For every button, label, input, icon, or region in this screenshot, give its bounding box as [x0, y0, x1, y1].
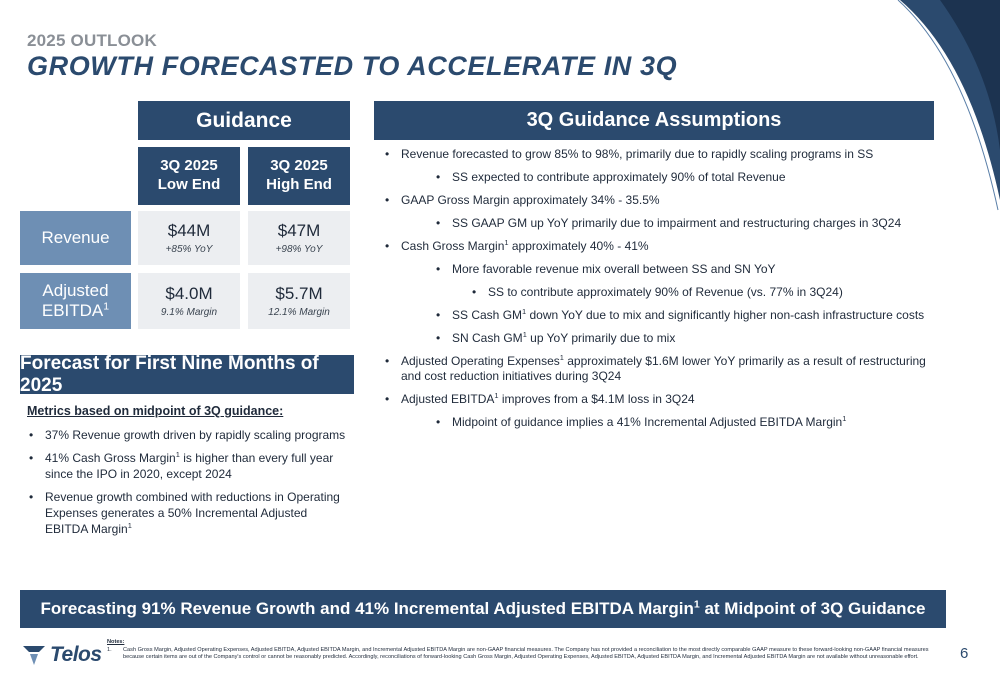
- revenue-low-value: $44M: [167, 220, 211, 240]
- ebitda-high-subtext: 12.1% Margin: [268, 307, 330, 319]
- revenue-low-end-cell: $44M +85% YoY: [138, 211, 240, 265]
- footnote-item: 1. Cash Gross Margin, Adjusted Operating…: [107, 647, 943, 662]
- ebitda-low-subtext: 9.1% Margin: [160, 307, 218, 319]
- column-header-low-line1: 3Q 2025: [160, 157, 218, 175]
- assumption-item: SS GAAP GM up YoY primarily due to impai…: [384, 216, 940, 231]
- assumption-item: Revenue forecasted to grow 85% to 98%, p…: [384, 147, 940, 162]
- row-label-revenue: Revenue: [20, 211, 131, 265]
- guidance-header: Guidance: [138, 101, 350, 140]
- forecast-metrics-list: 37% Revenue growth driven by rapidly sca…: [27, 427, 347, 544]
- ebitda-high-value: $5.7M: [275, 283, 323, 303]
- assumptions-list: Revenue forecasted to grow 85% to 98%, p…: [384, 147, 940, 438]
- assumption-item: SS expected to contribute approximately …: [384, 170, 940, 185]
- assumption-item: Midpoint of guidance implies a 41% Incre…: [384, 415, 940, 430]
- assumption-item: SS Cash GM1 down YoY due to mix and sign…: [384, 308, 940, 323]
- column-header-high-line1: 3Q 2025: [270, 157, 328, 175]
- revenue-high-end-cell: $47M +98% YoY: [248, 211, 350, 265]
- assumption-item: SS to contribute approximately 90% of Re…: [384, 285, 940, 300]
- row-label-ebitda-line2: EBITDA1: [41, 300, 110, 320]
- page-number: 6: [960, 645, 969, 662]
- revenue-high-value: $47M: [277, 220, 321, 240]
- assumptions-header: 3Q Guidance Assumptions: [374, 101, 934, 140]
- telos-logo: Telos: [22, 643, 102, 667]
- forecast-header: Forecast for First Nine Months of 2025: [20, 353, 354, 396]
- assumption-item: Adjusted EBITDA1 improves from a $4.1M l…: [384, 392, 940, 407]
- forecast-item: Revenue growth combined with reductions …: [27, 489, 347, 537]
- row-label-revenue-text: Revenue: [41, 227, 110, 247]
- page-title: GROWTH FORECASTED TO ACCELERATE IN 3Q: [27, 51, 678, 81]
- assumption-item: Adjusted Operating Expenses1 approximate…: [384, 354, 940, 384]
- ebitda-low-end-cell: $4.0M 9.1% Margin: [138, 273, 240, 329]
- ebitda-low-value: $4.0M: [165, 283, 213, 303]
- forecast-item: 37% Revenue growth driven by rapidly sca…: [27, 427, 347, 443]
- row-label-ebitda-line1: Adjusted: [42, 280, 109, 300]
- page-overline: 2025 OUTLOOK: [27, 31, 157, 50]
- telos-logo-wordmark: Telos: [50, 643, 102, 666]
- notes-title: Notes:: [107, 639, 125, 645]
- assumption-item: GAAP Gross Margin approximately 34% - 35…: [384, 193, 940, 208]
- corner-swoosh-decoration: [897, 0, 1000, 211]
- column-header-low-end: 3Q 2025 Low End: [138, 147, 240, 205]
- footnotes: Notes: 1. Cash Gross Margin, Adjusted Op…: [107, 639, 943, 662]
- row-label-adjusted-ebitda: Adjusted EBITDA1: [20, 273, 131, 329]
- assumption-item: Cash Gross Margin1 approximately 40% - 4…: [384, 239, 940, 254]
- column-header-high-line2: High End: [266, 176, 332, 193]
- telos-logo-icon: [23, 646, 45, 665]
- footnote-text: Cash Gross Margin, Adjusted Operating Ex…: [123, 646, 929, 661]
- summary-banner: Forecasting 91% Revenue Growth and 41% I…: [20, 590, 946, 628]
- summary-banner-text: Forecasting 91% Revenue Growth and 41% I…: [40, 598, 926, 618]
- ebitda-high-end-cell: $5.7M 12.1% Margin: [248, 273, 350, 329]
- footnote-number: 1.: [107, 646, 112, 653]
- forecast-item: 41% Cash Gross Margin1 is higher than ev…: [27, 450, 347, 482]
- revenue-high-subtext: +98% YoY: [275, 244, 323, 256]
- assumption-item: More favorable revenue mix overall betwe…: [384, 262, 940, 277]
- revenue-low-subtext: +85% YoY: [165, 244, 213, 256]
- metrics-lead: Metrics based on midpoint of 3Q guidance…: [27, 404, 284, 418]
- column-header-high-end: 3Q 2025 High End: [248, 147, 350, 205]
- column-header-low-line2: Low End: [157, 176, 221, 193]
- assumption-item: SN Cash GM1 up YoY primarily due to mix: [384, 331, 940, 346]
